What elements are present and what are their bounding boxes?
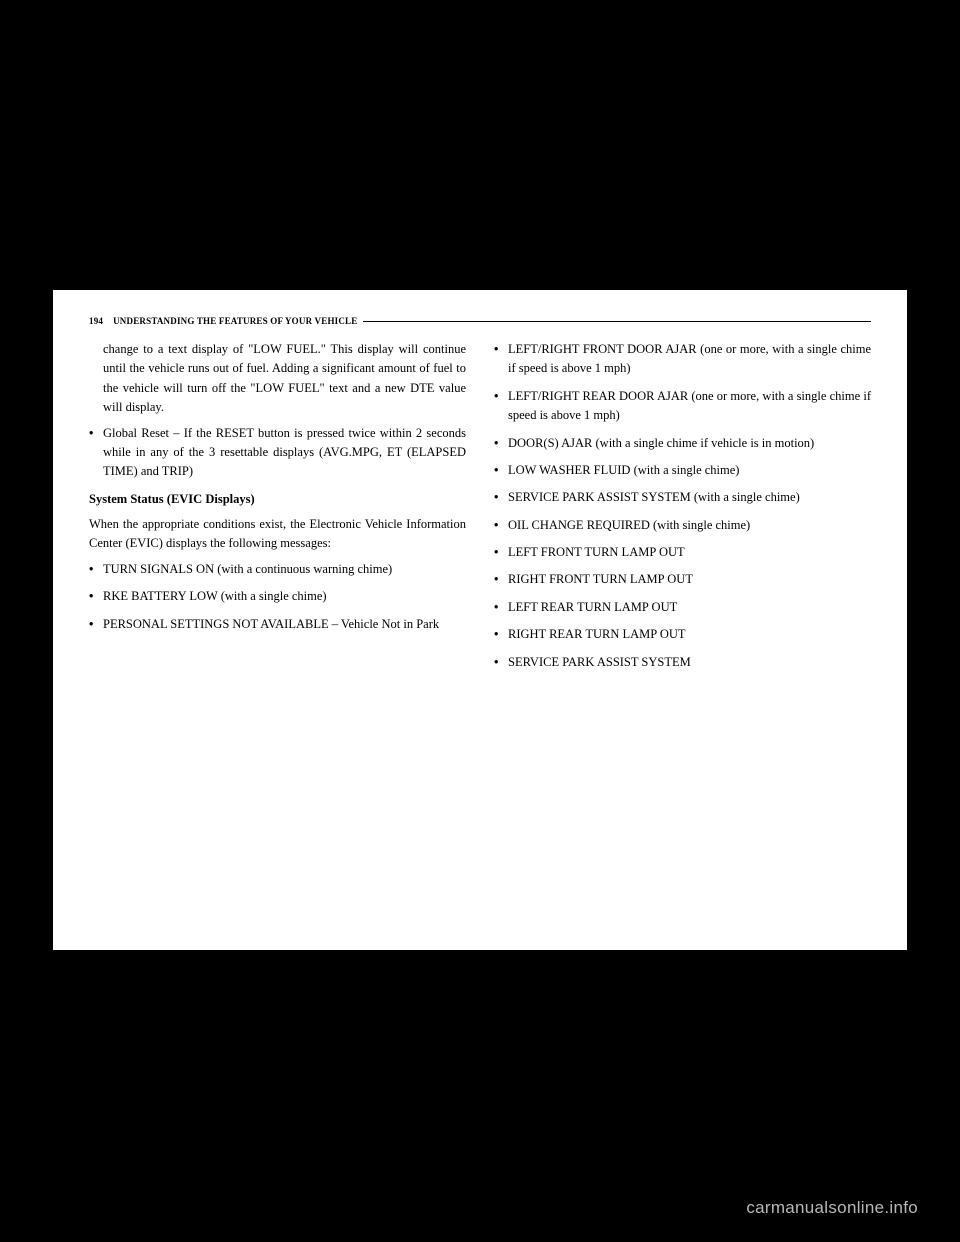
- bullet-dot: •: [494, 387, 508, 426]
- bullet-dot: •: [494, 653, 508, 672]
- bullet-text: PERSONAL SETTINGS NOT AVAILABLE – Vehicl…: [103, 615, 466, 634]
- bullet-dot: •: [89, 560, 103, 579]
- bullet-text: LEFT/RIGHT FRONT DOOR AJAR (one or more,…: [508, 340, 871, 379]
- bullet-item: • TURN SIGNALS ON (with a continuous war…: [89, 560, 466, 579]
- bullet-text: LEFT/RIGHT REAR DOOR AJAR (one or more, …: [508, 387, 871, 426]
- bullet-item: • LEFT/RIGHT FRONT DOOR AJAR (one or mor…: [494, 340, 871, 379]
- bullet-text: RIGHT FRONT TURN LAMP OUT: [508, 570, 871, 589]
- left-column: change to a text display of "LOW FUEL." …: [89, 340, 466, 680]
- bullet-text: TURN SIGNALS ON (with a continuous warni…: [103, 560, 466, 579]
- continuation-paragraph: change to a text display of "LOW FUEL." …: [103, 340, 466, 418]
- watermark-text: carmanualsonline.info: [746, 1198, 918, 1218]
- bullet-item: • DOOR(S) AJAR (with a single chime if v…: [494, 434, 871, 453]
- bullet-item: • LOW WASHER FLUID (with a single chime): [494, 461, 871, 480]
- bullet-item: • SERVICE PARK ASSIST SYSTEM: [494, 653, 871, 672]
- bullet-text: SERVICE PARK ASSIST SYSTEM: [508, 653, 871, 672]
- bullet-item: • LEFT REAR TURN LAMP OUT: [494, 598, 871, 617]
- manual-page: 194 UNDERSTANDING THE FEATURES OF YOUR V…: [53, 290, 907, 950]
- bullet-dot: •: [89, 424, 103, 482]
- bullet-item: • RIGHT FRONT TURN LAMP OUT: [494, 570, 871, 589]
- bullet-text: LEFT FRONT TURN LAMP OUT: [508, 543, 871, 562]
- bullet-dot: •: [494, 488, 508, 507]
- bullet-item: • Global Reset – If the RESET button is …: [89, 424, 466, 482]
- bullet-item: • OIL CHANGE REQUIRED (with single chime…: [494, 516, 871, 535]
- bullet-text: Global Reset – If the RESET button is pr…: [103, 424, 466, 482]
- page-number: 194: [89, 316, 103, 326]
- bullet-dot: •: [494, 461, 508, 480]
- right-column: • LEFT/RIGHT FRONT DOOR AJAR (one or mor…: [494, 340, 871, 680]
- bullet-dot: •: [494, 516, 508, 535]
- page-header: 194 UNDERSTANDING THE FEATURES OF YOUR V…: [89, 316, 871, 326]
- bullet-text: SERVICE PARK ASSIST SYSTEM (with a singl…: [508, 488, 871, 507]
- section-subhead: System Status (EVIC Displays): [89, 490, 466, 509]
- bullet-dot: •: [494, 625, 508, 644]
- content-columns: change to a text display of "LOW FUEL." …: [89, 340, 871, 680]
- bullet-dot: •: [494, 340, 508, 379]
- bullet-text: DOOR(S) AJAR (with a single chime if veh…: [508, 434, 871, 453]
- bullet-text: LOW WASHER FLUID (with a single chime): [508, 461, 871, 480]
- section-paragraph: When the appropriate conditions exist, t…: [89, 515, 466, 554]
- bullet-item: • SERVICE PARK ASSIST SYSTEM (with a sin…: [494, 488, 871, 507]
- bullet-dot: •: [494, 543, 508, 562]
- bullet-item: • LEFT/RIGHT REAR DOOR AJAR (one or more…: [494, 387, 871, 426]
- bullet-text: LEFT REAR TURN LAMP OUT: [508, 598, 871, 617]
- bullet-item: • LEFT FRONT TURN LAMP OUT: [494, 543, 871, 562]
- bullet-text: OIL CHANGE REQUIRED (with single chime): [508, 516, 871, 535]
- bullet-dot: •: [89, 615, 103, 634]
- bullet-dot: •: [494, 570, 508, 589]
- header-title: UNDERSTANDING THE FEATURES OF YOUR VEHIC…: [113, 316, 357, 326]
- bullet-text: RIGHT REAR TURN LAMP OUT: [508, 625, 871, 644]
- bullet-dot: •: [89, 587, 103, 606]
- bullet-item: • RIGHT REAR TURN LAMP OUT: [494, 625, 871, 644]
- bullet-dot: •: [494, 434, 508, 453]
- bullet-item: • PERSONAL SETTINGS NOT AVAILABLE – Vehi…: [89, 615, 466, 634]
- bullet-dot: •: [494, 598, 508, 617]
- bullet-item: • RKE BATTERY LOW (with a single chime): [89, 587, 466, 606]
- bullet-text: RKE BATTERY LOW (with a single chime): [103, 587, 466, 606]
- header-rule: [363, 321, 871, 322]
